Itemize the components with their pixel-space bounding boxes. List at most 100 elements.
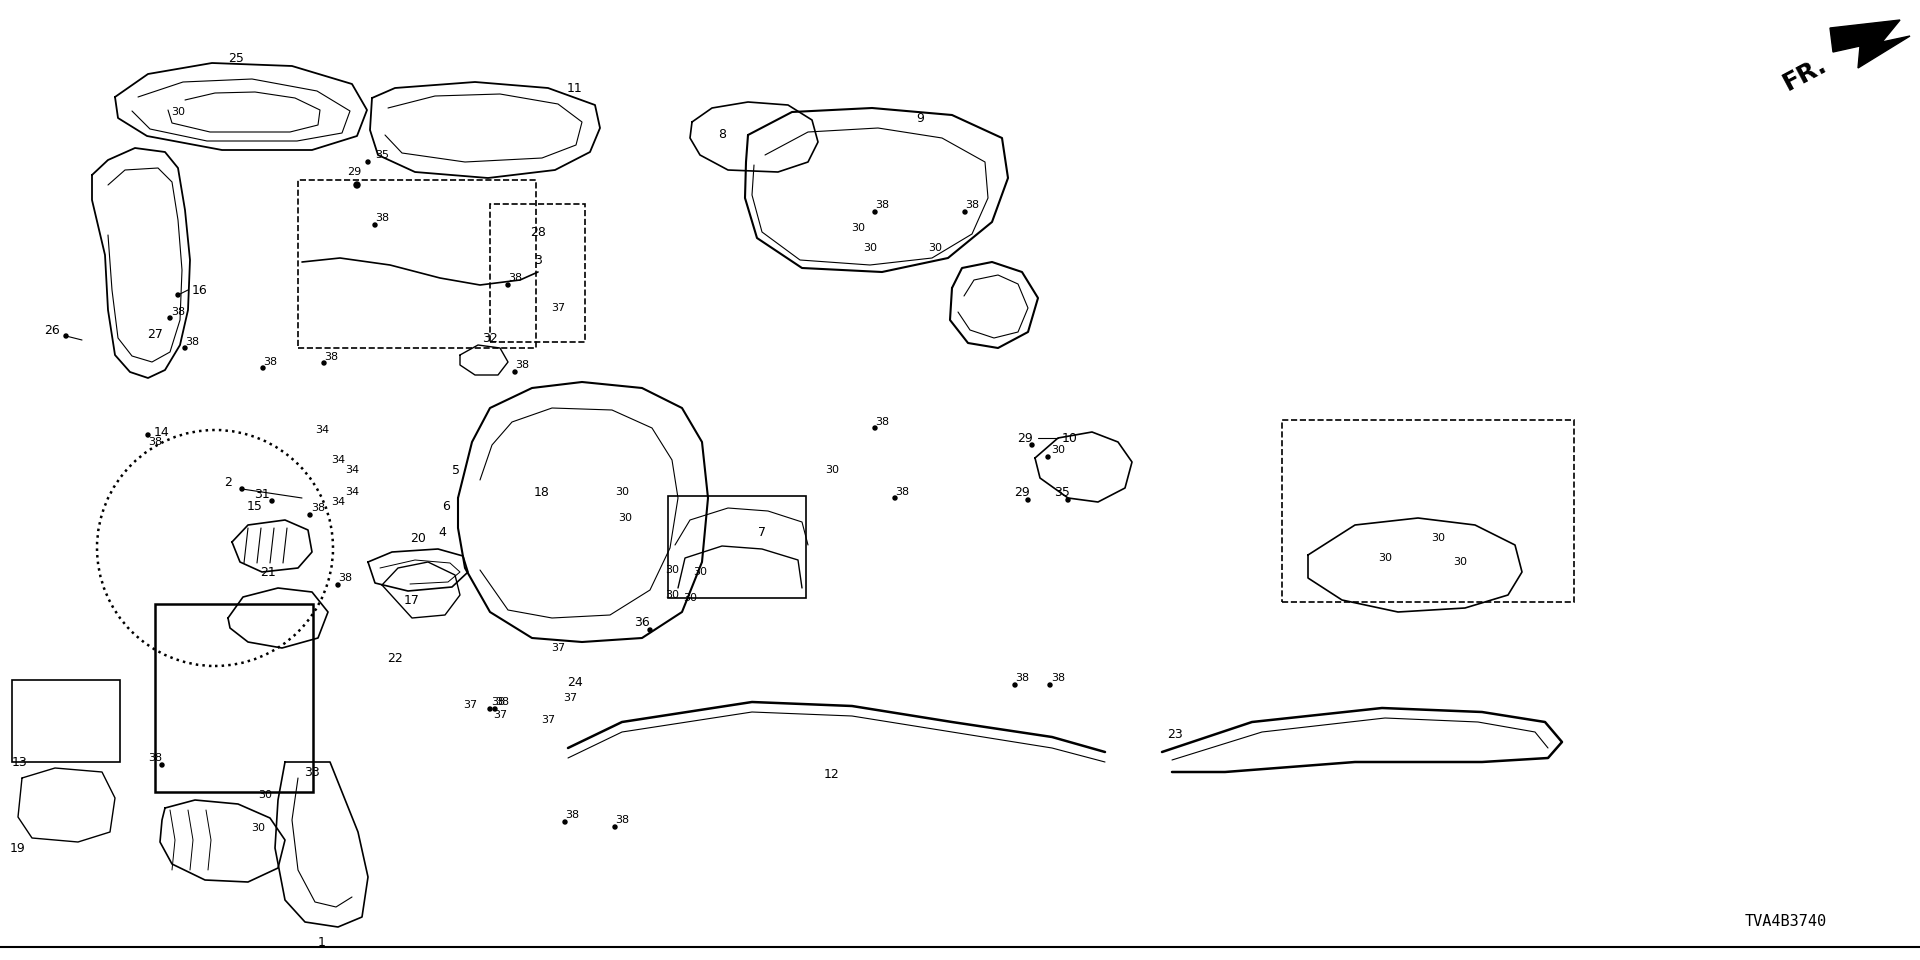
Text: 8: 8 bbox=[718, 129, 726, 141]
Text: 29: 29 bbox=[1018, 431, 1033, 444]
Text: 28: 28 bbox=[530, 226, 545, 238]
Circle shape bbox=[493, 707, 497, 711]
Text: 38: 38 bbox=[966, 200, 979, 210]
Text: 30: 30 bbox=[927, 243, 943, 253]
Bar bbox=[12, 680, 119, 762]
Circle shape bbox=[1048, 683, 1052, 687]
Text: 30: 30 bbox=[1050, 445, 1066, 455]
Text: 22: 22 bbox=[388, 652, 403, 664]
Circle shape bbox=[182, 346, 186, 350]
Text: 30: 30 bbox=[826, 465, 839, 475]
Text: FR.: FR. bbox=[1780, 53, 1832, 95]
Text: 29: 29 bbox=[348, 167, 361, 177]
Text: 38: 38 bbox=[876, 200, 889, 210]
Text: 38: 38 bbox=[184, 337, 200, 347]
Text: 17: 17 bbox=[403, 593, 420, 607]
Circle shape bbox=[1046, 455, 1050, 459]
Text: 32: 32 bbox=[482, 331, 497, 345]
Text: 34: 34 bbox=[330, 497, 346, 507]
Circle shape bbox=[893, 496, 897, 500]
Circle shape bbox=[964, 210, 968, 214]
Text: 37: 37 bbox=[463, 700, 476, 710]
Text: 30: 30 bbox=[614, 487, 630, 497]
Text: 30: 30 bbox=[862, 243, 877, 253]
Circle shape bbox=[874, 426, 877, 430]
Text: 38: 38 bbox=[492, 697, 505, 707]
Text: 13: 13 bbox=[12, 756, 27, 769]
Text: 15: 15 bbox=[248, 499, 263, 513]
Text: 30: 30 bbox=[257, 790, 273, 800]
Text: 37: 37 bbox=[551, 303, 564, 313]
Text: 30: 30 bbox=[851, 223, 866, 233]
Text: 38: 38 bbox=[614, 815, 630, 825]
Circle shape bbox=[649, 628, 653, 632]
Text: 37: 37 bbox=[563, 693, 578, 703]
Text: 38: 38 bbox=[1016, 673, 1029, 683]
Text: 38: 38 bbox=[564, 810, 580, 820]
Text: 35: 35 bbox=[1054, 486, 1069, 498]
Text: 33: 33 bbox=[303, 765, 321, 779]
Circle shape bbox=[159, 763, 163, 767]
Text: 26: 26 bbox=[44, 324, 60, 337]
Bar bbox=[298, 180, 536, 348]
Text: 30: 30 bbox=[693, 567, 707, 577]
Text: 4: 4 bbox=[438, 525, 445, 539]
Circle shape bbox=[63, 334, 67, 338]
Circle shape bbox=[353, 182, 361, 188]
Text: 36: 36 bbox=[634, 615, 649, 629]
Text: 30: 30 bbox=[1453, 557, 1467, 567]
Circle shape bbox=[240, 487, 244, 491]
Text: 21: 21 bbox=[259, 565, 276, 579]
Text: 38: 38 bbox=[171, 307, 184, 317]
Circle shape bbox=[307, 513, 311, 517]
Text: 38: 38 bbox=[311, 503, 324, 513]
Text: 35: 35 bbox=[374, 150, 390, 160]
Text: 38: 38 bbox=[876, 417, 889, 427]
Text: 38: 38 bbox=[263, 357, 276, 367]
Text: 37: 37 bbox=[541, 715, 555, 725]
Text: 24: 24 bbox=[566, 676, 584, 688]
Text: 30: 30 bbox=[1379, 553, 1392, 563]
Circle shape bbox=[1029, 443, 1035, 447]
Text: 29: 29 bbox=[1014, 486, 1029, 498]
Bar bbox=[1283, 420, 1574, 602]
Circle shape bbox=[1066, 498, 1069, 502]
Circle shape bbox=[367, 160, 371, 164]
Text: 3: 3 bbox=[534, 253, 541, 267]
Circle shape bbox=[563, 820, 566, 824]
Text: 27: 27 bbox=[148, 328, 163, 342]
Circle shape bbox=[612, 825, 616, 829]
Text: 1: 1 bbox=[319, 935, 326, 948]
Text: 34: 34 bbox=[315, 425, 328, 435]
Text: 19: 19 bbox=[10, 842, 25, 854]
Text: 30: 30 bbox=[664, 590, 680, 600]
Text: 34: 34 bbox=[346, 465, 359, 475]
Text: 20: 20 bbox=[411, 532, 426, 544]
Text: 38: 38 bbox=[148, 437, 161, 447]
Text: 25: 25 bbox=[228, 52, 244, 64]
Text: 30: 30 bbox=[252, 823, 265, 833]
Circle shape bbox=[372, 223, 376, 227]
Circle shape bbox=[488, 707, 492, 711]
Text: 38: 38 bbox=[495, 697, 509, 707]
Circle shape bbox=[874, 210, 877, 214]
Circle shape bbox=[146, 433, 150, 437]
Text: 12: 12 bbox=[824, 769, 839, 781]
Circle shape bbox=[513, 370, 516, 374]
Polygon shape bbox=[1830, 20, 1910, 68]
Text: 30: 30 bbox=[1430, 533, 1446, 543]
Text: 6: 6 bbox=[442, 499, 449, 513]
Circle shape bbox=[1025, 498, 1029, 502]
Text: 37: 37 bbox=[493, 710, 507, 720]
Text: 38: 38 bbox=[1050, 673, 1066, 683]
Text: 34: 34 bbox=[346, 487, 359, 497]
Bar bbox=[668, 496, 806, 598]
Text: 38: 38 bbox=[895, 487, 908, 497]
Text: 23: 23 bbox=[1167, 729, 1183, 741]
Text: 18: 18 bbox=[534, 486, 549, 498]
Text: 38: 38 bbox=[338, 573, 351, 583]
Circle shape bbox=[323, 361, 326, 365]
Circle shape bbox=[177, 293, 180, 297]
Text: 30: 30 bbox=[618, 513, 632, 523]
Text: 34: 34 bbox=[330, 455, 346, 465]
